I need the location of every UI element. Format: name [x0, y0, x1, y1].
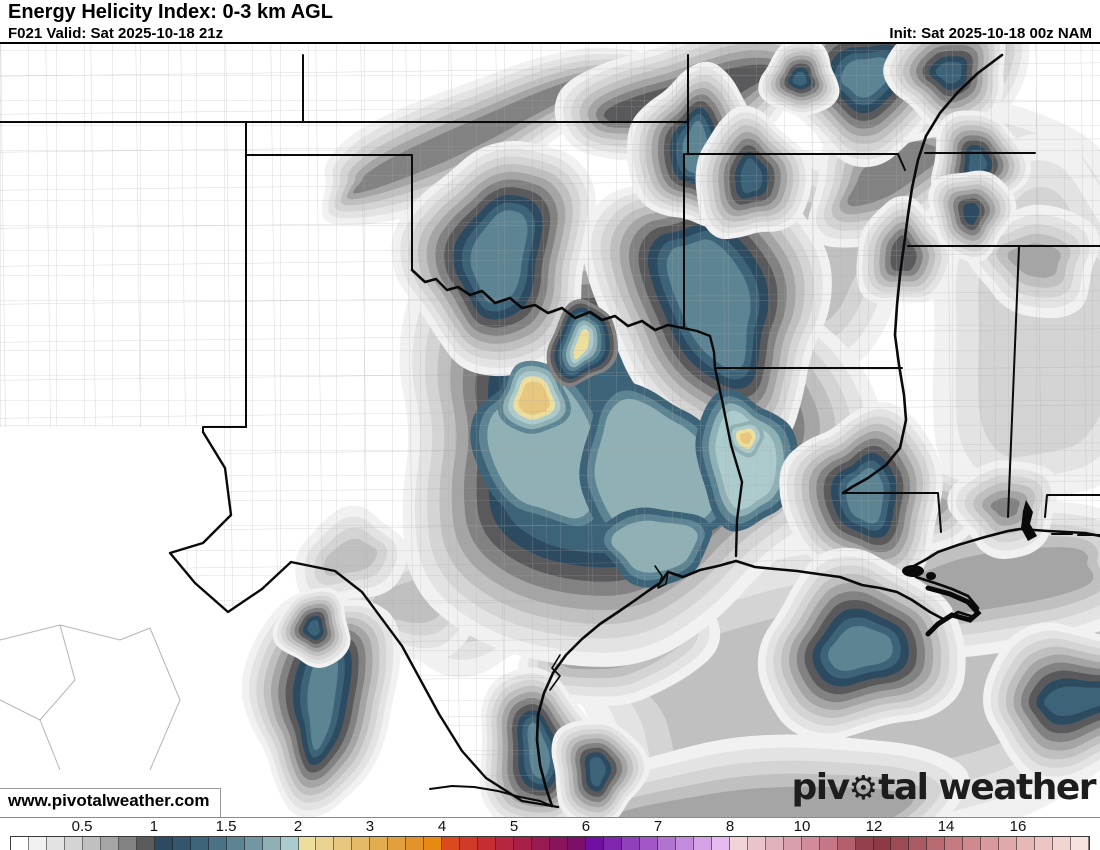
- color-scale-legend: 0.5 1 1.5 2 3 4 5 6 7 8 10 12 14 16: [0, 818, 1100, 850]
- legend-color-segment: [46, 837, 65, 850]
- legend-color-segment: [514, 837, 533, 850]
- legend-color-segment: [945, 837, 964, 850]
- legend-color-segment: [442, 837, 461, 850]
- legend-color-segment: [927, 837, 946, 850]
- legend-tick-label: 10: [793, 818, 811, 835]
- legend-color-segment: [801, 837, 820, 850]
- legend-color-segment: [298, 837, 317, 850]
- legend-color-segment: [981, 837, 1000, 850]
- forecast-map: www.pivotalweather.com piv⚙tal weather: [0, 44, 1100, 818]
- legend-tick-label: 5: [509, 818, 519, 835]
- legend-color-bar: [10, 836, 1090, 850]
- legend-color-segment: [280, 837, 299, 850]
- legend-tick-label: 12: [865, 818, 883, 835]
- legend-color-segment: [747, 837, 766, 850]
- page-title: Energy Helicity Index: 0-3 km AGL: [8, 1, 333, 23]
- legend-tick-label: 1: [149, 818, 159, 835]
- legend-color-segment: [837, 837, 856, 850]
- legend-color-segment: [244, 837, 263, 850]
- logo-text-post: tal weather: [878, 767, 1096, 808]
- legend-color-segment: [136, 837, 155, 850]
- legend-tick-label: 4: [437, 818, 447, 835]
- legend-color-segment: [568, 837, 586, 850]
- watermark-url: www.pivotalweather.com: [0, 788, 221, 817]
- legend-tick-label: 16: [1009, 818, 1027, 835]
- legend-color-segment: [11, 837, 29, 850]
- legend-color-segment: [460, 837, 479, 850]
- legend-color-segment: [729, 837, 748, 850]
- legend-color-segment: [783, 837, 802, 850]
- legend-color-segment: [208, 837, 227, 850]
- legend-color-segment: [657, 837, 676, 850]
- legend-tick-label: 1.5: [215, 818, 237, 835]
- map-header: Energy Helicity Index: 0-3 km AGL F021 V…: [0, 0, 1100, 44]
- legend-color-segment: [352, 837, 371, 850]
- legend-color-segment: [711, 837, 730, 850]
- legend-color-segment: [1017, 837, 1036, 850]
- legend-color-segment: [496, 837, 515, 850]
- legend-color-segment: [82, 837, 101, 850]
- legend-color-segment: [478, 837, 497, 850]
- legend-color-segment: [226, 837, 245, 850]
- legend-color-segment: [388, 837, 407, 850]
- legend-color-segment: [118, 837, 137, 850]
- legend-color-segment: [963, 837, 982, 850]
- legend-tick-label: 6: [581, 818, 591, 835]
- legend-color-segment: [586, 837, 604, 850]
- legend-color-segment: [190, 837, 209, 850]
- legend-color-segment: [999, 837, 1018, 850]
- legend-color-segment: [675, 837, 694, 850]
- legend-color-segment: [819, 837, 838, 850]
- legend-color-segment: [1053, 837, 1072, 850]
- logo-text-pre: piv: [791, 767, 850, 808]
- gear-icon: ⚙: [848, 768, 879, 807]
- pivotal-weather-logo: piv⚙tal weather: [791, 767, 1096, 808]
- legend-tick-label: 3: [365, 818, 375, 835]
- legend-color-segment: [1035, 837, 1054, 850]
- legend-color-segment: [172, 837, 191, 850]
- forecast-valid-label: F021 Valid: Sat 2025-10-18 21z: [8, 25, 224, 42]
- legend-color-segment: [370, 837, 389, 850]
- legend-color-segment: [639, 837, 658, 850]
- legend-color-segment: [873, 837, 892, 850]
- legend-color-segment: [262, 837, 281, 850]
- map-canvas: [0, 44, 1100, 817]
- legend-color-segment: [693, 837, 712, 850]
- legend-tick-label: 14: [937, 818, 955, 835]
- legend-color-segment: [855, 837, 874, 850]
- legend-color-segment: [621, 837, 640, 850]
- legend-color-segment: [334, 837, 353, 850]
- legend-color-segment: [891, 837, 910, 850]
- legend-tick-label: 2: [293, 818, 303, 835]
- legend-tick-label: 0.5: [71, 818, 93, 835]
- legend-color-segment: [28, 837, 47, 850]
- legend-color-segment: [532, 837, 551, 850]
- legend-color-segment: [424, 837, 443, 850]
- legend-color-segment: [550, 837, 569, 850]
- legend-color-segment: [765, 837, 784, 850]
- legend-color-segment: [1071, 837, 1090, 850]
- legend-tick-row: 0.5 1 1.5 2 3 4 5 6 7 8 10 12 14 16: [10, 818, 1090, 835]
- legend-color-segment: [406, 837, 425, 850]
- legend-color-segment: [100, 837, 119, 850]
- legend-tick-label: 7: [653, 818, 663, 835]
- legend-tick-label: 8: [725, 818, 735, 835]
- legend-color-segment: [316, 837, 335, 850]
- legend-color-segment: [64, 837, 83, 850]
- legend-color-segment: [154, 837, 173, 850]
- legend-color-segment: [909, 837, 928, 850]
- legend-color-segment: [603, 837, 622, 850]
- model-init-label: Init: Sat 2025-10-18 00z NAM: [889, 25, 1092, 42]
